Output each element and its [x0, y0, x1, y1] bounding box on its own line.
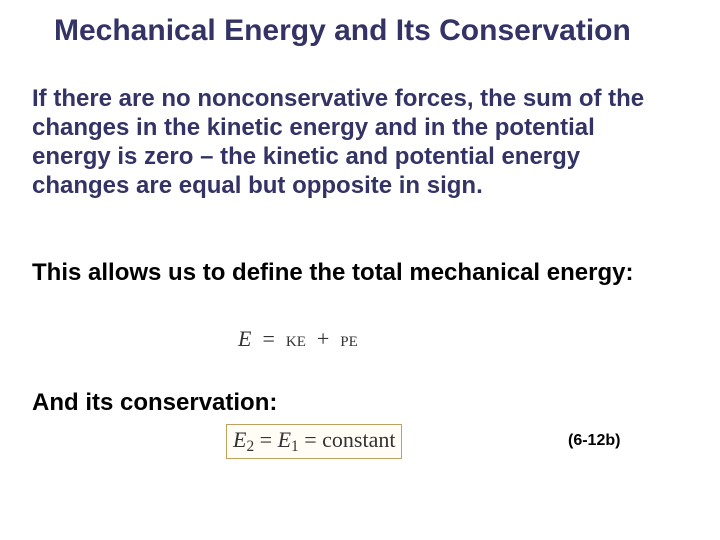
slide-title: Mechanical Energy and Its Conservation: [54, 14, 631, 48]
slide: Mechanical Energy and Its Conservation I…: [0, 0, 720, 540]
paragraph-1: If there are no nonconservative forces, …: [32, 84, 652, 200]
equation-total-energy: E = ke + pe: [232, 324, 364, 354]
equation-conservation: E2 = E1 = constant: [226, 424, 402, 459]
paragraph-2: This allows us to define the total mecha…: [32, 258, 652, 287]
equation-number-label: (6-12b): [568, 432, 620, 450]
paragraph-3: And its conservation:: [32, 388, 652, 417]
